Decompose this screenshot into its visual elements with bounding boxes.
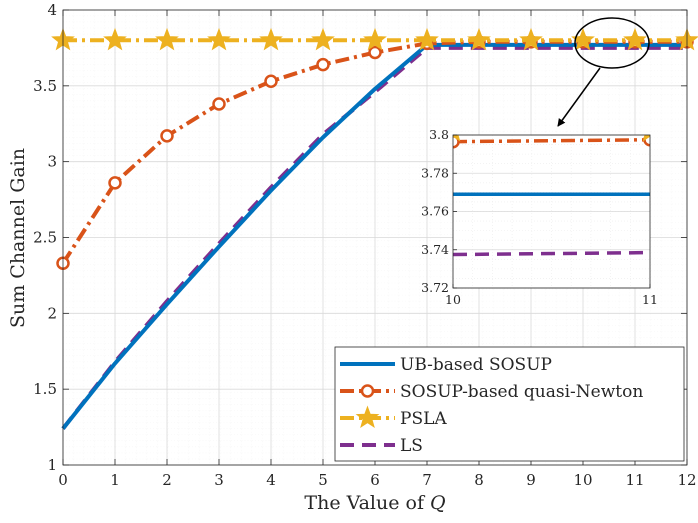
- x-tick-label: 3: [214, 471, 224, 489]
- inset-line-ls: [453, 250, 650, 257]
- point-psla: [571, 27, 595, 51]
- x-tick-label: 5: [318, 471, 328, 489]
- inset-line-sosup-based-quasi-newton: [453, 138, 650, 144]
- point-psla: [415, 27, 439, 51]
- point-sosup-based-quasi-newton: [160, 129, 174, 143]
- inset-y-tick-label: 3.78: [421, 165, 449, 180]
- x-tick-label: 6: [370, 471, 380, 489]
- point-psla: [103, 27, 127, 51]
- point-psla: [311, 27, 335, 51]
- inset-series-layer: [453, 135, 650, 257]
- x-tick-label: 10: [573, 471, 592, 489]
- x-tick-labels: 0 1 2 3 4 5 6 7 8 9 10 11 12: [58, 471, 696, 489]
- point-sosup-based-quasi-newton: [108, 176, 122, 190]
- y-tick-label: 3: [47, 153, 57, 171]
- inset-x-tick-label: 10: [445, 292, 461, 307]
- legend-label-psla: PSLA: [400, 409, 447, 429]
- x-tick-label: 1: [110, 471, 120, 489]
- x-tick-label: 11: [625, 471, 644, 489]
- inset-y-tick-label: 3.8: [429, 127, 449, 142]
- y-axis-title: Sum Channel Gain: [7, 148, 29, 328]
- point-psla: [623, 27, 647, 51]
- point-sosup-based-quasi-newton: [368, 45, 382, 60]
- x-tick-label: 0: [58, 471, 68, 489]
- inset-x-tick-label: 11: [642, 292, 658, 307]
- point-psla: [259, 27, 283, 51]
- y-tick-label: 3.5: [33, 77, 57, 95]
- inset-y-tick-label: 3.76: [421, 204, 449, 219]
- legend-label-ls: LS: [400, 436, 423, 456]
- zoom-arrow: [557, 67, 601, 127]
- y-tick-label: 4: [47, 1, 57, 19]
- x-tick-label: 8: [474, 471, 484, 489]
- x-axis-variable: Q: [430, 492, 446, 514]
- x-tick-label: 2: [162, 471, 172, 489]
- legend-label-ub-based-sosup: UB-based SOSUP: [400, 355, 552, 375]
- inset-y-tick-label: 3.72: [421, 280, 449, 295]
- x-tick-label: 9: [526, 471, 536, 489]
- x-tick-label: 7: [422, 471, 432, 489]
- legend-marker-psla: [355, 405, 380, 429]
- inset-y-tick-label: 3.74: [421, 242, 449, 257]
- y-tick-label: 1: [47, 456, 57, 474]
- x-axis-title: The Value of Q: [304, 492, 445, 514]
- point-psla: [467, 27, 491, 51]
- point-psla: [519, 27, 543, 51]
- inset-point-psla: [642, 135, 650, 142]
- x-tick-label: 4: [266, 471, 276, 489]
- y-tick-label: 2: [47, 304, 57, 322]
- inset-point-psla: [453, 135, 461, 142]
- legend: UB-based SOSUP SOSUP-based quasi-Newton PS…: [334, 346, 685, 462]
- y-tick-label: 1.5: [33, 380, 57, 398]
- inset-ticks: 3.72 3.74 3.76 3.78 3.8 10 11: [421, 127, 658, 307]
- point-sosup-based-quasi-newton: [212, 97, 226, 111]
- y-tick-labels: 1 1.5 2 2.5 3 3.5 4: [33, 1, 57, 474]
- x-tick-label: 12: [677, 471, 696, 489]
- x-axis-title-text: The Value of: [304, 492, 430, 514]
- point-sosup-based-quasi-newton: [316, 57, 330, 72]
- legend-label-sosup-based-quasi-newton: SOSUP-based quasi-Newton: [400, 382, 643, 402]
- legend-marker-sosup-based-quasi-newton: [360, 384, 375, 398]
- point-psla: [363, 27, 387, 51]
- y-tick-label: 2.5: [33, 229, 57, 247]
- point-psla: [207, 27, 231, 51]
- point-psla: [155, 27, 179, 51]
- point-sosup-based-quasi-newton: [264, 74, 278, 89]
- zoom-ellipse: [574, 17, 650, 69]
